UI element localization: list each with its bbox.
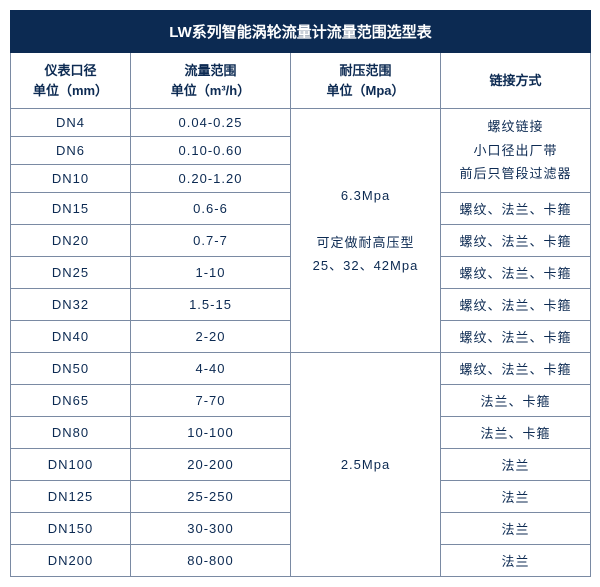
cell-range: 1.5-15 (131, 289, 291, 321)
cell-range: 80-800 (131, 545, 291, 577)
conn-top-l1: 螺纹链接 (487, 119, 543, 134)
cell-dn: DN200 (11, 545, 131, 577)
cell-conn: 螺纹、法兰、卡箍 (441, 257, 591, 289)
pressure1-note1: 可定做耐高压型 (316, 235, 414, 250)
pressure2-value: 2.5Mpa (341, 457, 390, 472)
cell-range: 25-250 (131, 481, 291, 513)
cell-conn: 法兰 (441, 545, 591, 577)
cell-range: 7-70 (131, 385, 291, 417)
cell-conn: 螺纹、法兰、卡箍 (441, 321, 591, 353)
cell-dn: DN25 (11, 257, 131, 289)
cell-dn: DN6 (11, 137, 131, 165)
cell-conn: 螺纹、法兰、卡箍 (441, 289, 591, 321)
cell-range: 0.6-6 (131, 193, 291, 225)
selection-table: LW系列智能涡轮流量计流量范围选型表 仪表口径 单位（mm） 流量范围 单位（m… (10, 10, 591, 577)
table-header-row: 仪表口径 单位（mm） 流量范围 单位（m³/h） 耐压范围 单位（Mpa） 链… (11, 53, 591, 109)
cell-range: 0.04-0.25 (131, 109, 291, 137)
cell-pressure-group2: 2.5Mpa (291, 353, 441, 577)
table-row: DN4 0.04-0.25 6.3Mpa 可定做耐高压型 25、32、42Mpa… (11, 109, 591, 137)
header-pressure: 耐压范围 单位（Mpa） (291, 53, 441, 109)
cell-dn: DN10 (11, 165, 131, 193)
cell-range: 4-40 (131, 353, 291, 385)
header-connection: 链接方式 (441, 53, 591, 109)
pressure1-note2: 25、32、42Mpa (313, 258, 419, 273)
cell-conn: 螺纹、法兰、卡箍 (441, 193, 591, 225)
cell-range: 0.20-1.20 (131, 165, 291, 193)
header-flowrange: 流量范围 单位（m³/h） (131, 53, 291, 109)
table-title-row: LW系列智能涡轮流量计流量范围选型表 (11, 11, 591, 53)
header-diameter-l2: 单位（mm） (33, 83, 108, 98)
conn-top-l2: 小口径出厂带 (473, 143, 557, 158)
cell-dn: DN80 (11, 417, 131, 449)
header-flowrange-l1: 流量范围 (184, 63, 236, 78)
cell-range: 1-10 (131, 257, 291, 289)
conn-top-l3: 前后只管段过滤器 (459, 166, 571, 181)
header-pressure-l2: 单位（Mpa） (326, 83, 404, 98)
cell-dn: DN65 (11, 385, 131, 417)
cell-conn: 法兰 (441, 513, 591, 545)
pressure1-value: 6.3Mpa (341, 188, 390, 203)
cell-conn: 螺纹、法兰、卡箍 (441, 353, 591, 385)
header-pressure-l1: 耐压范围 (339, 63, 391, 78)
cell-range: 0.7-7 (131, 225, 291, 257)
cell-dn: DN150 (11, 513, 131, 545)
header-diameter-l1: 仪表口径 (44, 63, 96, 78)
cell-dn: DN15 (11, 193, 131, 225)
cell-dn: DN125 (11, 481, 131, 513)
cell-conn: 法兰 (441, 449, 591, 481)
cell-conn: 法兰、卡箍 (441, 417, 591, 449)
header-connection-label: 链接方式 (489, 73, 541, 88)
cell-dn: DN100 (11, 449, 131, 481)
cell-dn: DN20 (11, 225, 131, 257)
cell-dn: DN32 (11, 289, 131, 321)
cell-conn-group1: 螺纹链接 小口径出厂带 前后只管段过滤器 (441, 109, 591, 193)
cell-dn: DN4 (11, 109, 131, 137)
cell-pressure-group1: 6.3Mpa 可定做耐高压型 25、32、42Mpa (291, 109, 441, 353)
cell-range: 0.10-0.60 (131, 137, 291, 165)
cell-range: 10-100 (131, 417, 291, 449)
cell-dn: DN50 (11, 353, 131, 385)
cell-conn: 法兰 (441, 481, 591, 513)
header-diameter: 仪表口径 单位（mm） (11, 53, 131, 109)
cell-range: 30-300 (131, 513, 291, 545)
header-flowrange-l2: 单位（m³/h） (171, 83, 250, 98)
cell-range: 2-20 (131, 321, 291, 353)
table-title: LW系列智能涡轮流量计流量范围选型表 (11, 11, 591, 53)
cell-conn: 螺纹、法兰、卡箍 (441, 225, 591, 257)
cell-range: 20-200 (131, 449, 291, 481)
cell-conn: 法兰、卡箍 (441, 385, 591, 417)
table-row: DN50 4-40 2.5Mpa 螺纹、法兰、卡箍 (11, 353, 591, 385)
cell-dn: DN40 (11, 321, 131, 353)
